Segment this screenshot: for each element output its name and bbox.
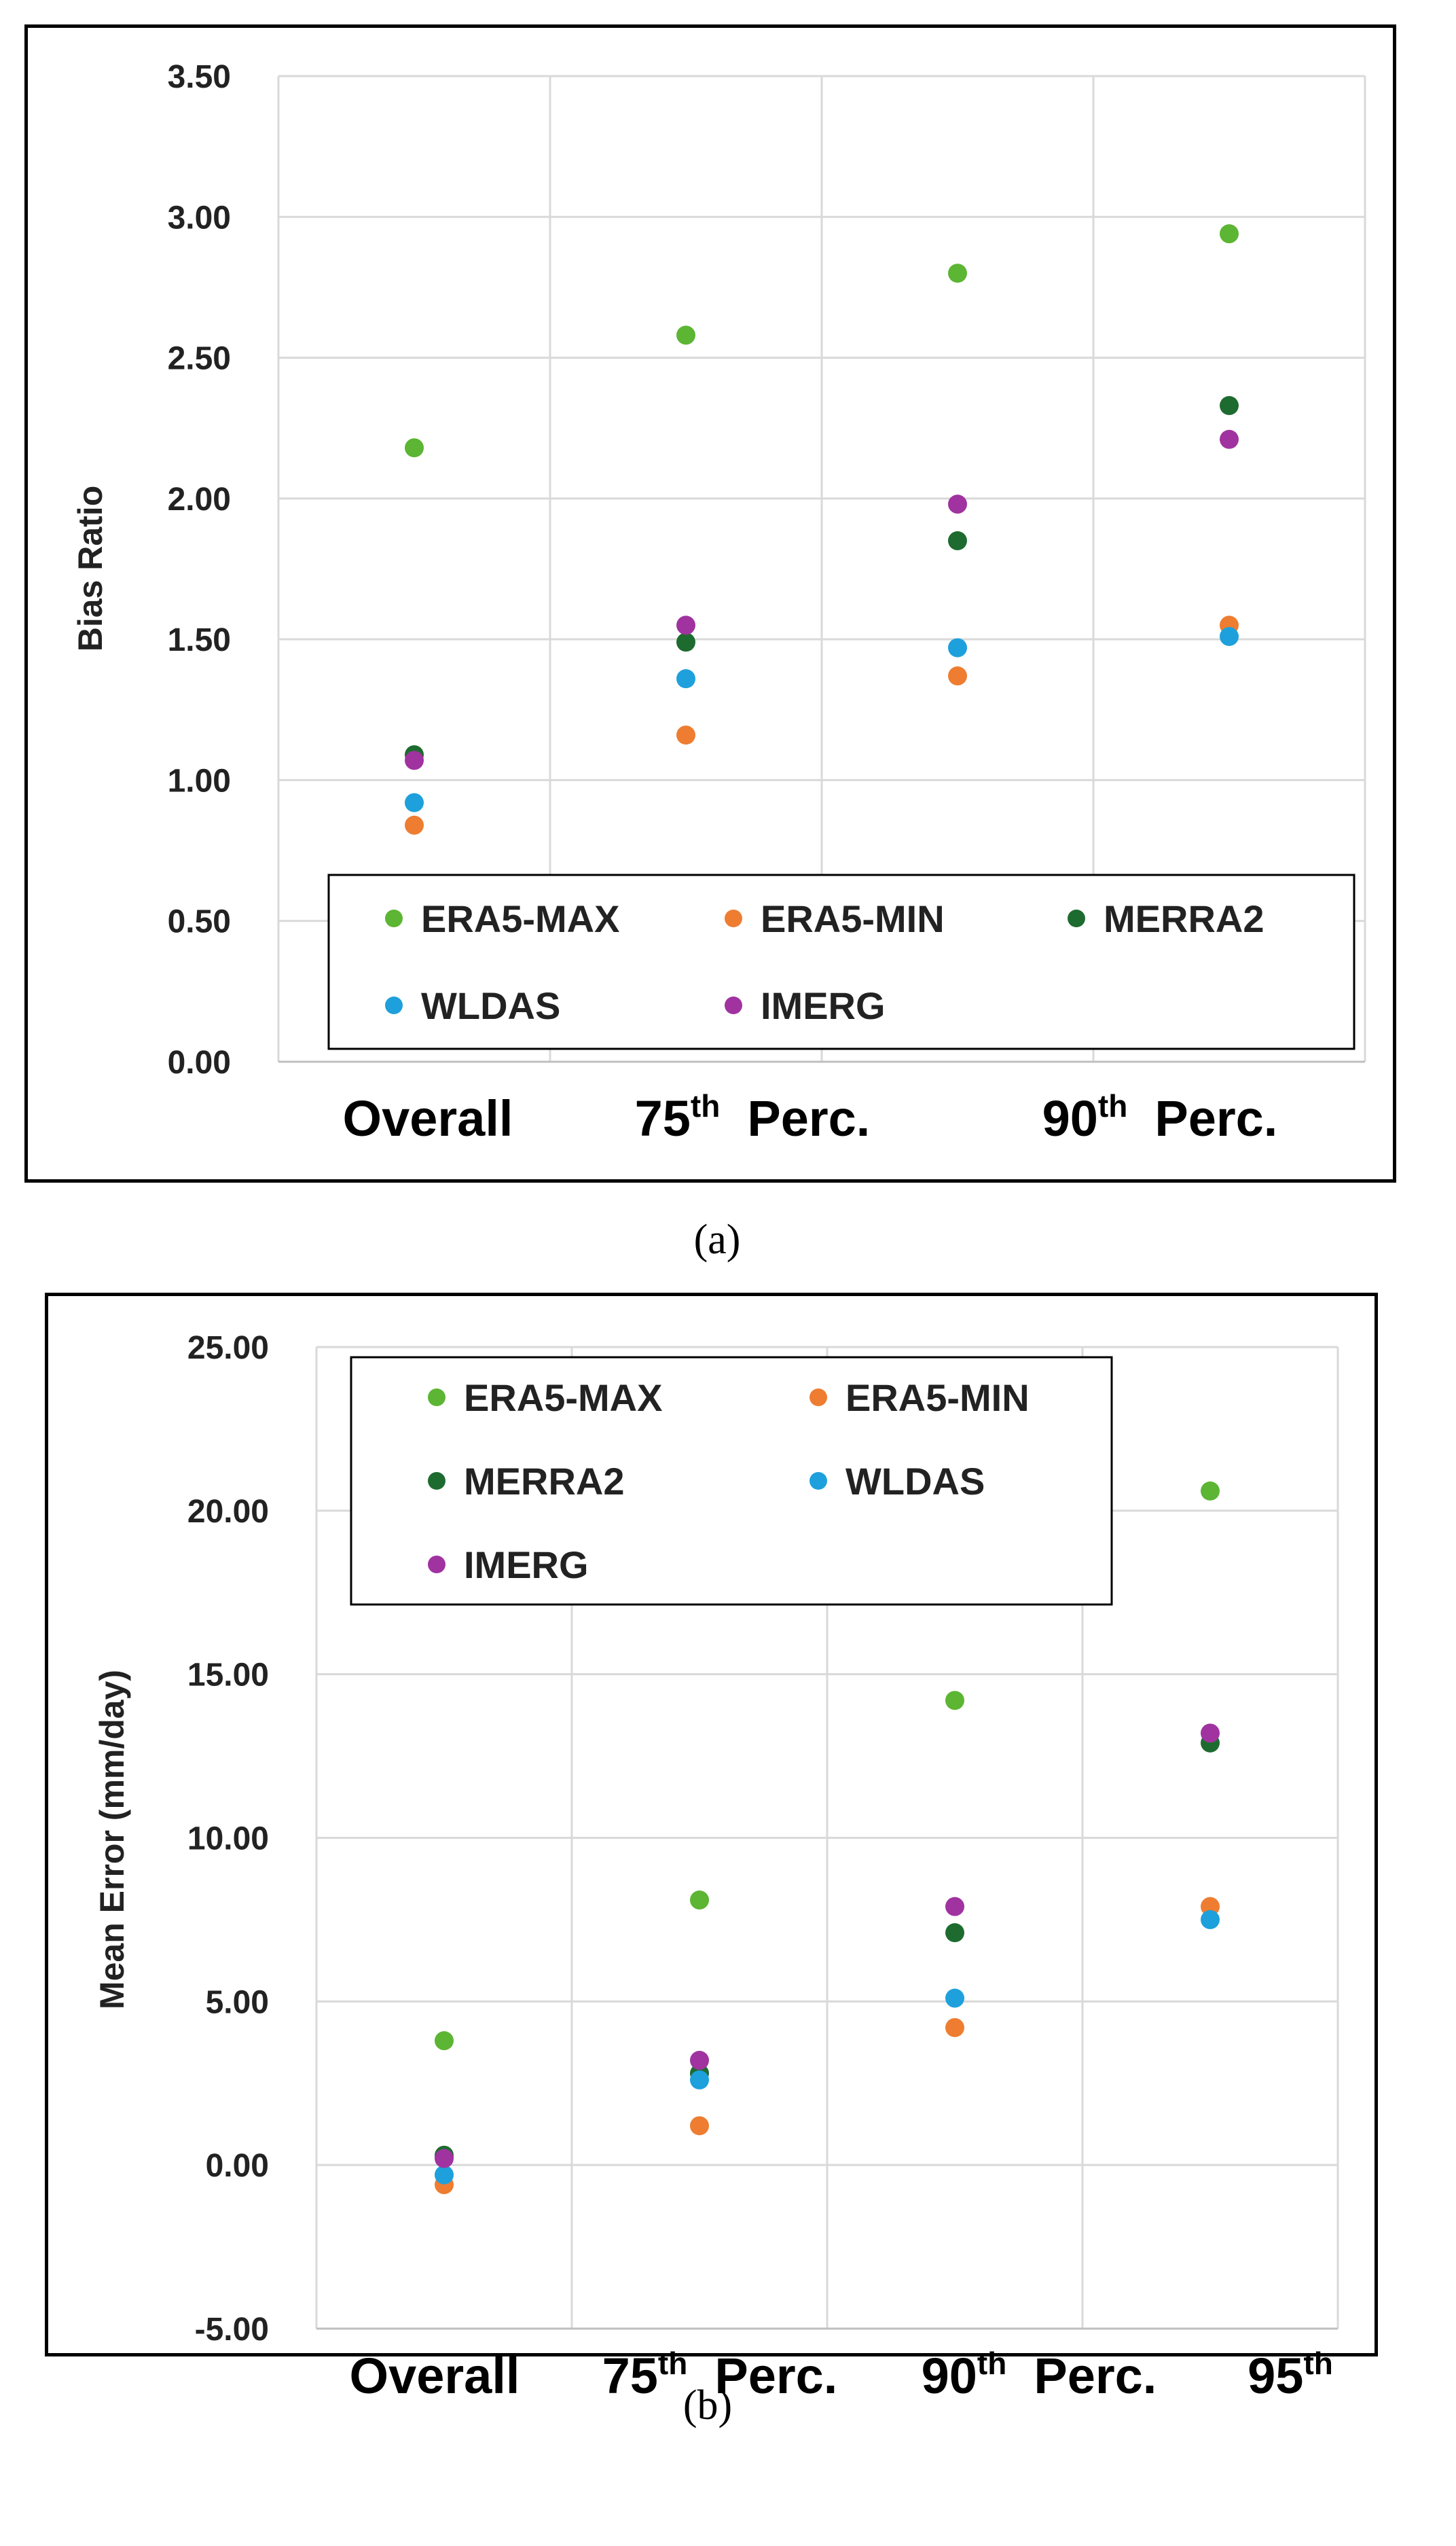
data-point [945, 2018, 964, 2037]
x-tick-label: 75th Perc. [635, 1088, 871, 1147]
legend-label: ERA5-MAX [421, 897, 619, 940]
y-tick-label: 25.00 [187, 1330, 269, 1366]
y-tick-label: 2.50 [168, 341, 231, 377]
data-point [435, 2165, 454, 2185]
data-point [1220, 396, 1239, 416]
y-tick-label: 1.50 [168, 622, 231, 658]
panel-b-caption: (b) [682, 2382, 733, 2428]
data-point [1220, 429, 1239, 449]
data-point [1201, 1910, 1220, 1929]
y-tick-label: 20.00 [187, 1494, 269, 1530]
data-point [676, 669, 695, 689]
data-point [435, 2149, 454, 2168]
data-point [435, 2031, 454, 2051]
data-point [690, 2116, 709, 2136]
data-point [690, 2070, 709, 2090]
legend-label: IMERG [464, 1543, 589, 1586]
y-axis-label: Mean Error (mm/day) [93, 1670, 131, 2009]
data-point [676, 615, 695, 635]
data-point [945, 1691, 964, 1710]
data-point [945, 1897, 964, 1916]
y-tick-label: 0.00 [206, 2148, 269, 2184]
y-tick-label: 0.00 [168, 1045, 231, 1081]
legend-label: ERA5-MIN [761, 897, 945, 940]
x-tick-label: Overall [343, 1090, 513, 1147]
y-tick-label: 2.00 [168, 482, 231, 518]
data-point [676, 632, 695, 652]
data-point [1220, 626, 1239, 646]
data-point [948, 264, 967, 283]
x-tick-label: 90th Perc. [1042, 1088, 1278, 1147]
data-point [690, 2051, 709, 2070]
data-point [1201, 1723, 1220, 1743]
data-point [676, 725, 695, 745]
x-tick-label: Overall [350, 2348, 520, 2404]
legend-box [327, 874, 1355, 1050]
legend-marker [725, 910, 742, 927]
x-tick-label: 95th [1248, 2346, 1333, 2404]
data-point [690, 1890, 709, 1910]
legend-label: IMERG [761, 984, 886, 1027]
legend-marker [1068, 910, 1085, 927]
data-point [948, 666, 967, 686]
data-point [1220, 224, 1239, 244]
legend-label: WLDAS [845, 1460, 985, 1503]
data-point [1201, 1481, 1220, 1501]
panel-a-chart: 0.00 0.50 1.00 1.50 2.00 2.50 3.00 3.50 Bias Rat… [71, 59, 1366, 1147]
legend-label: MERRA2 [1104, 897, 1264, 940]
data-point [945, 1923, 964, 1943]
legend-box [350, 1356, 1113, 1606]
data-point [1201, 1897, 1220, 1916]
legend-marker [809, 1388, 827, 1406]
panel-b-chart: -5.00 0.00 5.00 10.00 15.00 20.00 25.00 Mean Er… [93, 1330, 1339, 2404]
y-tick-label: 1.00 [168, 763, 231, 799]
y-tick-label: -5.00 [195, 2312, 269, 2348]
legend-marker [428, 1472, 445, 1490]
data-point [945, 1988, 964, 2008]
y-axis-label: Bias Ratio [71, 486, 109, 652]
legend-label: MERRA2 [464, 1460, 624, 1503]
y-tick-label: 3.00 [168, 200, 231, 236]
data-point [405, 793, 424, 812]
legend-label: ERA5-MAX [464, 1376, 662, 1419]
data-point [676, 325, 695, 345]
legend-marker [725, 997, 742, 1014]
data-point [405, 751, 424, 770]
data-point [948, 495, 967, 514]
legend-label: ERA5-MIN [845, 1376, 1030, 1419]
legend-marker [809, 1472, 827, 1490]
y-tick-label: 10.00 [187, 1821, 269, 1857]
panel-a-caption: (a) [693, 1217, 741, 1263]
y-tick-label: 5.00 [206, 1984, 269, 2020]
data-point [405, 438, 424, 458]
y-tick-label: 15.00 [187, 1657, 269, 1693]
data-point [405, 815, 424, 835]
legend-marker [385, 997, 403, 1014]
legend-marker [385, 910, 403, 927]
x-tick-label: 90th Perc. [922, 2346, 1157, 2404]
legend-marker [428, 1556, 445, 1573]
y-tick-label: 3.50 [168, 59, 231, 95]
legend-marker [428, 1388, 445, 1406]
x-tick-label: 75th Perc. [602, 2346, 838, 2404]
y-tick-label: 0.50 [168, 904, 231, 940]
data-point [948, 638, 967, 658]
legend-label: WLDAS [421, 984, 560, 1027]
data-point [948, 531, 967, 551]
